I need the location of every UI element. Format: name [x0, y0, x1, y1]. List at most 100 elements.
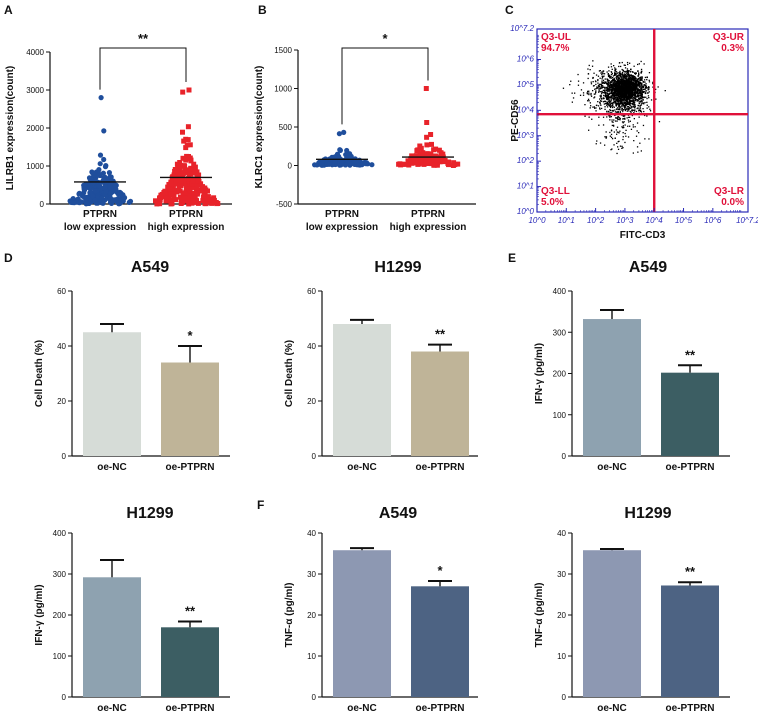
event-dot — [609, 103, 612, 105]
significance-A: ** — [138, 31, 149, 46]
event-dot — [629, 62, 631, 64]
quadrant-percent-q3-ul: 94.7% — [541, 43, 569, 54]
data-point-A-1 — [198, 181, 204, 187]
event-dot — [629, 103, 632, 105]
event-dot — [586, 93, 589, 95]
event-dot — [607, 100, 609, 102]
event-dot — [617, 99, 619, 101]
data-point-A-1 — [177, 163, 183, 168]
event-dot — [633, 98, 635, 100]
event-dot — [618, 92, 620, 95]
data-point-A-1 — [168, 191, 174, 197]
event-dot — [625, 135, 627, 137]
event-dot — [612, 105, 614, 107]
event-dot — [621, 103, 624, 106]
event-dot — [605, 94, 607, 96]
event-dot — [625, 78, 628, 81]
data-point-A-1 — [176, 172, 182, 177]
y-tick-label-D2: 60 — [307, 287, 316, 296]
data-point-A-0 — [101, 156, 107, 163]
event-dot — [642, 90, 644, 93]
event-dot — [621, 73, 624, 75]
event-dot — [595, 88, 597, 90]
event-dot — [615, 85, 617, 87]
event-dot — [640, 83, 643, 86]
data-point-A-1 — [178, 178, 184, 184]
event-dot — [610, 77, 612, 79]
event-dot — [624, 117, 626, 119]
event-dot — [613, 77, 615, 79]
event-dot — [635, 86, 637, 88]
event-dot — [626, 103, 628, 106]
event-dot — [618, 87, 620, 89]
event-dot — [635, 91, 637, 93]
event-dot — [592, 85, 595, 87]
event-dot — [631, 98, 633, 100]
event-dot — [641, 78, 643, 80]
panel-letter-e: E — [508, 251, 516, 265]
event-dot — [617, 84, 619, 86]
data-point-A-1 — [172, 174, 178, 180]
chart-title-F1: A549 — [379, 505, 417, 522]
event-dot — [599, 91, 601, 93]
event-dot — [638, 98, 641, 100]
event-dot — [624, 102, 626, 105]
event-dot — [636, 100, 638, 102]
event-dot — [631, 91, 634, 93]
event-dot — [628, 96, 630, 99]
event-dot — [610, 149, 612, 151]
event-dot — [610, 136, 613, 138]
event-dot — [644, 76, 647, 79]
event-dot — [624, 83, 626, 86]
event-dot — [630, 77, 632, 80]
event-dot — [606, 95, 608, 97]
data-point-A-0 — [86, 175, 93, 181]
event-dot — [625, 80, 628, 82]
y-tick-label-C: 10^4 — [517, 105, 535, 114]
data-point-A-0 — [98, 95, 104, 101]
event-dot — [614, 68, 617, 71]
event-dot — [622, 103, 625, 105]
data-point-A-1 — [167, 184, 173, 190]
event-dot — [621, 68, 623, 71]
data-point-A-1 — [171, 190, 177, 196]
data-point-B-1 — [408, 157, 414, 163]
event-dot — [614, 73, 617, 76]
data-point-B-1 — [415, 161, 421, 167]
y-tick-label-E1: 100 — [553, 411, 567, 420]
event-dot — [610, 109, 612, 112]
event-dot — [611, 92, 614, 94]
event-dot — [629, 77, 631, 79]
event-dot — [620, 83, 622, 85]
event-dot — [611, 105, 613, 107]
data-point-A-0 — [90, 170, 96, 176]
event-dot — [609, 88, 611, 91]
event-dot — [633, 79, 635, 82]
event-dot — [598, 88, 600, 90]
event-dot — [618, 84, 621, 86]
event-dot — [626, 85, 628, 88]
event-dot — [618, 74, 620, 76]
event-dot — [642, 102, 644, 104]
event-dot — [645, 85, 648, 87]
event-dot — [636, 122, 639, 124]
event-dot — [636, 130, 638, 132]
event-dot — [594, 96, 596, 98]
event-dot — [625, 74, 627, 76]
event-dot — [633, 78, 635, 80]
event-dot — [600, 104, 602, 106]
event-dot — [619, 89, 621, 92]
data-point-A-1 — [186, 201, 192, 207]
event-dot — [572, 97, 575, 99]
significance-F2-1: ** — [685, 564, 696, 579]
event-dot — [626, 93, 628, 95]
event-dot — [629, 120, 631, 122]
event-dot — [616, 72, 619, 74]
event-dot — [629, 76, 632, 79]
y-tick-label-E1: 0 — [562, 452, 567, 461]
event-dot — [624, 99, 626, 101]
event-dot — [629, 89, 632, 91]
data-point-A-1 — [215, 201, 221, 206]
event-dot — [614, 82, 617, 84]
